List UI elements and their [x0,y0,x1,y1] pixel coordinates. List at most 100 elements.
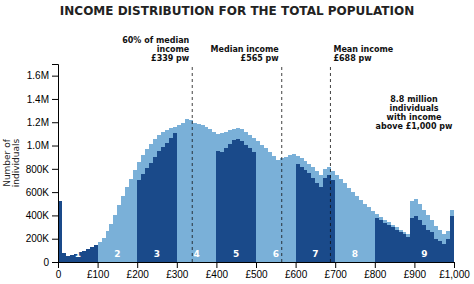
bar [383,223,387,262]
text-line: £339 pw [151,54,190,63]
tick: 200K [26,233,58,244]
bar [280,158,284,262]
bar [371,211,375,262]
bar [252,138,256,262]
bar [153,139,157,262]
bar [201,133,205,262]
bar [343,193,347,262]
bar [264,162,268,262]
bar [252,152,256,262]
bar [450,216,454,262]
bar [181,124,185,262]
bar [86,249,90,262]
bar [367,212,371,262]
series [58,122,454,262]
bar [125,202,129,262]
bar [157,151,161,262]
bar [153,157,157,262]
decile-label: 1 [75,249,81,259]
bar [125,187,129,262]
bar [82,251,86,262]
bar [169,128,173,262]
bar [383,220,387,262]
tick: £800 [364,262,387,280]
bar [268,152,272,262]
bar [371,215,375,262]
tick: 1.6M [27,70,58,81]
chart-container: INCOME DISTRIBUTION FOR THE TOTAL POPULA… [0,0,474,284]
tick: 600K [26,187,58,198]
bar [248,135,252,262]
text-line: individuals [389,104,438,113]
bar [232,140,236,262]
bar [244,132,248,262]
annotation: 60% of medianincome£339 pw [122,36,190,63]
bar [212,132,216,262]
bar [300,158,304,262]
tick-label: 200K [26,233,50,244]
tick: 400K [26,210,58,221]
bar [197,124,201,262]
bar [284,157,288,262]
bar [70,255,74,262]
bar [121,209,125,262]
text-line: Median income [211,45,280,54]
bar [256,141,260,262]
bar [232,129,236,262]
bar [228,144,232,262]
bar [339,189,343,262]
bar [236,139,240,262]
bar [292,154,296,262]
bar [296,164,300,262]
bar [256,155,260,262]
text-line: Mean income [333,45,393,54]
bar [260,145,264,262]
annotation: Mean income£688 pw [333,45,393,63]
bar [109,227,113,262]
y-axis: 0200K400K600K800K1.0M1.2M1.4M1.6M [26,65,59,268]
bar [220,133,224,262]
bar [220,152,224,262]
bar [307,173,311,262]
bar [102,238,106,262]
text-line: individuals [11,139,21,188]
bar [216,134,220,262]
tick-label: £200 [127,269,150,280]
tick: £100 [87,262,110,280]
tick: 0 [56,262,62,280]
bar [106,231,110,262]
bar [414,199,418,262]
bar [205,138,209,262]
bar [177,129,181,262]
tick-label: £400 [206,269,229,280]
tick-mark [137,262,138,268]
bar [347,188,351,262]
tick-mark [177,262,178,268]
bar [304,170,308,262]
bar [359,200,363,262]
bar [284,166,288,262]
bar [375,214,379,262]
bar [145,168,149,262]
tick-label: £700 [325,269,348,280]
bar [185,119,189,262]
bar [248,148,252,262]
bar [236,128,240,262]
bar [438,230,442,262]
tick-mark [52,169,58,170]
tick: 1.4M [27,94,58,105]
bar [268,166,272,262]
annotations: 60% of medianincome£339 pw Median income £… [75,36,453,259]
decile-label: 8 [352,249,358,259]
tick-mark [52,239,58,240]
bar [193,123,197,262]
bar [181,123,185,262]
bar [288,155,292,262]
tick-label: 0 [56,269,62,280]
bar [395,230,399,262]
bar [94,245,98,262]
bar [205,127,209,262]
bar [438,241,442,262]
bar [149,144,153,262]
tick-mark [52,146,58,147]
